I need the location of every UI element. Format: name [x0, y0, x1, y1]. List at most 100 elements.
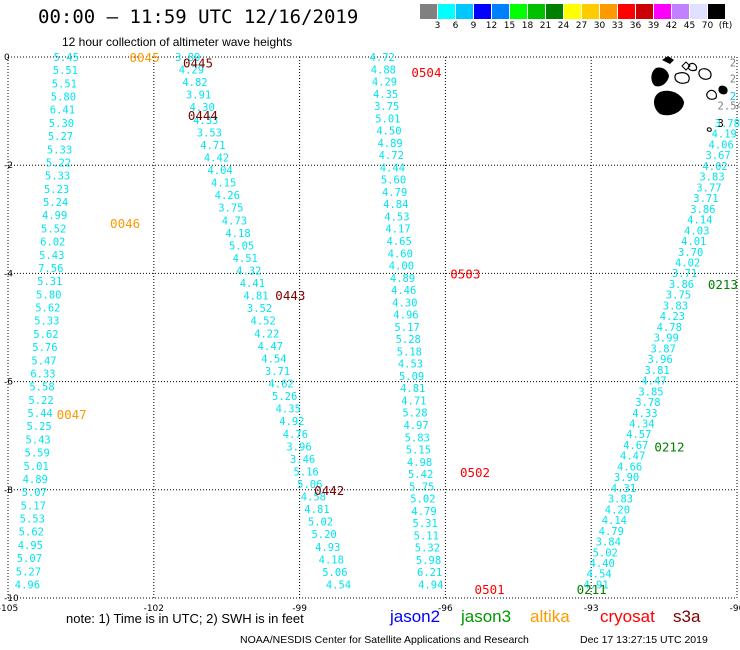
wave-height-value: 4.54 [326, 579, 351, 591]
wave-height-value: 3.71 [265, 366, 290, 378]
wave-height-value: 2 [730, 57, 736, 69]
pass-time-label: 0444 [188, 108, 218, 123]
wave-height-value: 3.89 [175, 52, 200, 64]
wave-height-value: 4.40 [590, 558, 615, 570]
wave-height-value: 5.30 [49, 118, 74, 130]
wave-height-value: 3.96 [647, 354, 672, 366]
color-scale-label: 70 [701, 21, 714, 31]
wave-height-value: 5.27 [16, 566, 41, 578]
wave-height-value: 4.62 [268, 379, 293, 391]
color-scale-swatch [456, 4, 473, 19]
wave-height-value: 4.71 [401, 395, 426, 407]
wave-height-value: 4.57 [626, 429, 651, 441]
wave-height-value: 4.96 [393, 310, 418, 322]
wave-height-value: 5.28 [402, 408, 427, 420]
pass-time-labels: 0045 0046 0047 0445 0444 0443 0442 0504 0503 0502… [57, 50, 740, 597]
wave-height-value: 5.52 [41, 223, 66, 235]
wave-height-value: 4.33 [632, 408, 657, 420]
wave-height-value: 5.07 [22, 487, 47, 499]
wave-height-value: 5.80 [36, 289, 61, 301]
color-scale-label: 21 [539, 21, 552, 31]
wave-height-value: 4.81 [304, 504, 329, 516]
wave-height-value: 5.51 [53, 65, 78, 77]
color-scale-unit: (ft) [718, 21, 733, 31]
wave-height-value: 3.77 [696, 182, 721, 194]
wave-height-value: 5.98 [416, 555, 441, 567]
wave-height-value: 5.76 [32, 342, 57, 354]
wave-height-value: 3.83 [608, 494, 633, 506]
legend-item-jason2: jason2 [390, 607, 441, 626]
wave-height-value: 5.59 [25, 448, 50, 460]
wave-height-value: 4.04 [207, 165, 232, 177]
wave-height-value: 4.89 [377, 138, 402, 150]
wave-height-value: 6.02 [40, 237, 65, 249]
y-tick-label: 0 [4, 53, 10, 63]
wave-height-value: 4.18 [225, 228, 250, 240]
y-tick-label: -8 [4, 486, 13, 496]
color-scale-label: 33 [611, 21, 624, 31]
wave-height-value: 3.75 [666, 290, 691, 302]
wave-height-value: 2 [730, 74, 736, 86]
color-scale-swatch [420, 4, 437, 19]
wave-height-value: 5.20 [311, 529, 336, 541]
wave-height-value: 3 [718, 118, 724, 130]
wave-height-value: 6.33 [30, 368, 55, 380]
wave-height-value: 4.00 [389, 261, 414, 273]
wave-height-value: 7.56 [38, 263, 63, 275]
wave-height-value: 3.78 [635, 397, 660, 409]
wave-height-value: 4.92 [279, 416, 304, 428]
galapagos-island [698, 68, 712, 80]
wave-height-value: 5.26 [272, 391, 297, 403]
wave-height-value: 4.23 [660, 311, 685, 323]
wave-height-value: 4.89 [390, 273, 415, 285]
color-scale-swatch [564, 4, 581, 19]
wave-height-value: 5.42 [408, 469, 433, 481]
wave-height-value: 5.31 [413, 518, 438, 530]
color-scale-swatch [600, 4, 617, 19]
x-tick-label: -105 [0, 604, 18, 614]
color-scale-label: 39 [647, 21, 660, 31]
wave-height-value: 3.96 [286, 441, 311, 453]
color-scale-swatch [618, 4, 635, 19]
wave-height-value: 4.60 [388, 248, 413, 260]
wave-height-value: 5.15 [406, 445, 431, 457]
wave-height-value: 3.91 [186, 90, 211, 102]
wave-height-value: 4.52 [251, 316, 276, 328]
wave-height-value: 4.53 [384, 211, 409, 223]
wave-height-value: 3.84 [596, 537, 621, 549]
wave-height-value: 4.03 [684, 225, 709, 237]
color-scale-swatch [474, 4, 491, 19]
wave-height-value: 5.47 [31, 355, 56, 367]
wave-height-value: 4.14 [602, 515, 627, 527]
wave-height-value: 5.33 [45, 171, 70, 183]
wave-height-value: 4.79 [382, 187, 407, 199]
wave-height-value: 5.80 [51, 92, 76, 104]
wave-height-value: 2 [730, 91, 736, 103]
wave-height-value: 5.24 [43, 197, 68, 209]
pass-time-label: 0045 [130, 50, 160, 65]
wave-height-value: 4.81 [243, 291, 268, 303]
wave-height-value: 4.71 [200, 140, 225, 152]
color-scale-swatch [582, 4, 599, 19]
wave-height-value: 5.07 [17, 553, 42, 565]
color-scale-swatch [510, 4, 527, 19]
generated-timestamp: Dec 17 13:27:15 UTC 2019 [580, 634, 708, 646]
wave-height-value: 5.43 [25, 434, 50, 446]
color-scale-label: 30 [593, 21, 606, 31]
wave-height-value: 4.96 [15, 579, 40, 591]
wave-height-value: 3.46 [290, 454, 315, 466]
wave-height-value: 4.20 [605, 504, 630, 516]
pass-time-label: 0211 [577, 582, 607, 597]
wave-height-value: 4.41 [240, 278, 265, 290]
galapagos-island [662, 56, 674, 64]
wave-height-value: 5.43 [39, 250, 64, 262]
wave-height-value: 5.45 [54, 52, 79, 64]
wave-height-value: 3.83 [663, 300, 688, 312]
footnote: note: 1) Time is in UTC; 2) SWH is in fe… [66, 611, 304, 626]
wave-height-value: 4.33 [193, 115, 218, 127]
wave-height-value: 4.22 [254, 328, 279, 340]
credit-text: NOAA/NESDIS Center for Satellite Applica… [240, 634, 529, 646]
legend-item-altika: altika [530, 607, 570, 626]
wave-height-value: 5.25 [26, 421, 51, 433]
y-tick-label: -4 [4, 269, 13, 279]
